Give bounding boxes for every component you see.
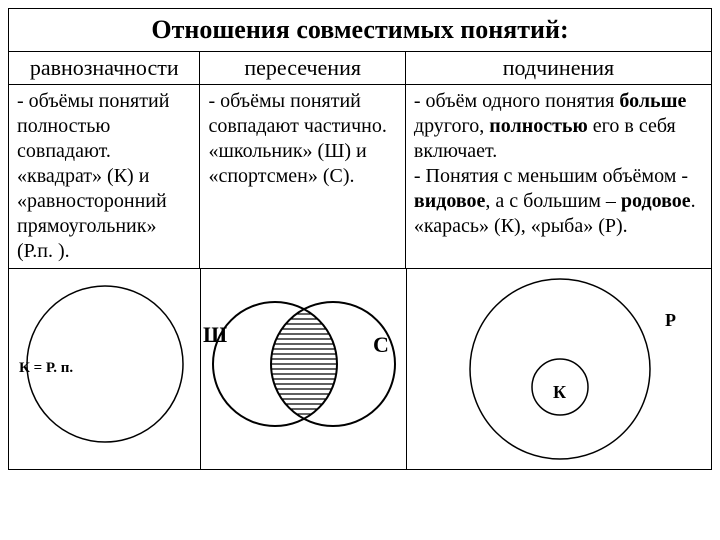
col-text-2: - объёмы понятий совпадают частично.«шко… [200,85,405,269]
diagram-intersection: Ш С [201,269,407,469]
col-header-2: пересечения [200,52,405,85]
col-header-1: равнозначности [9,52,200,85]
table-title: Отношения совместимых понятий: [9,9,711,52]
main-table: Отношения совместимых понятий: равнознач… [8,8,712,470]
diagram-equivalence: К = Р. п. [9,269,201,469]
col-text-3: - объём одного понятия больше другого, п… [406,85,711,269]
col-text-1: - объёмы понятий полностью совпадают.«кв… [9,85,200,269]
diagram-subordination: Р К [407,269,713,469]
diagram-row: К = Р. п. Ш С Р К [9,269,711,469]
text-row: - объёмы понятий полностью совпадают.«кв… [9,85,711,269]
col-header-3: подчинения [406,52,711,85]
header-row: равнозначности пересечения подчинения [9,52,711,85]
